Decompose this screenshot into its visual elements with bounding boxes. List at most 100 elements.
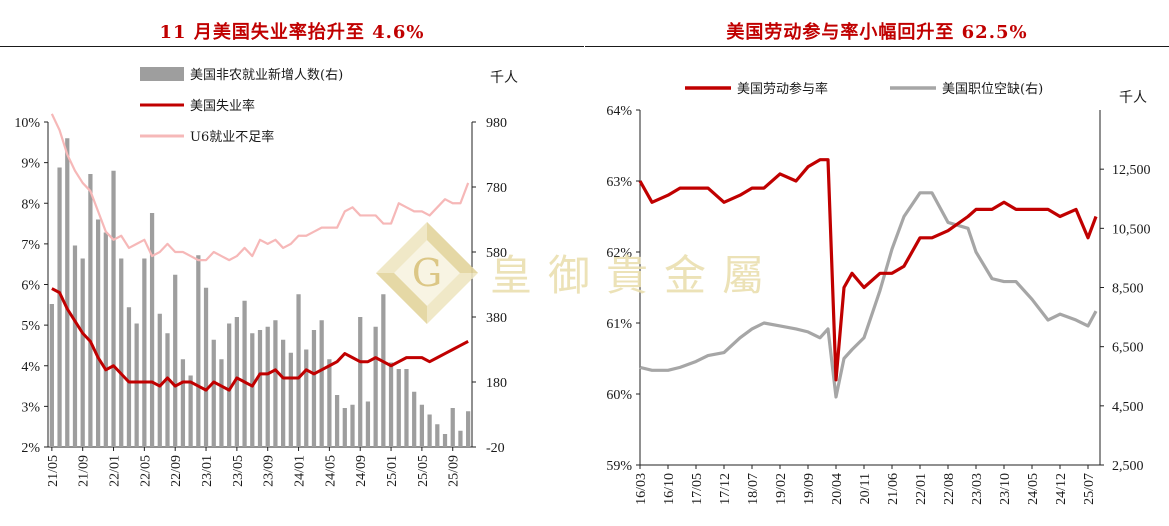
x-tick-label-12: 25/05 xyxy=(416,455,431,487)
participation-rate-line xyxy=(638,158,1098,382)
jobs-bar-22-06 xyxy=(149,213,155,447)
right-y-tick-label-2: 380 xyxy=(486,311,507,326)
right-axis-unit: 千人 xyxy=(1119,90,1147,106)
jobs-bar-23-06 xyxy=(242,300,247,447)
right-y-tick-label-1: 4,500 xyxy=(1112,400,1144,415)
right-y-tick-label-2: 6,500 xyxy=(1112,341,1144,356)
x-tick-label-5: 23/01 xyxy=(200,455,215,487)
left-y-tick-label-0: 59% xyxy=(606,459,632,474)
jobs-bar-23-09 xyxy=(265,326,270,447)
left-y-tick-label-4: 6% xyxy=(21,279,40,294)
legend-swatch-jobs xyxy=(140,67,184,81)
jobs-bar-25-01 xyxy=(388,362,394,447)
jobs-bar-23-07 xyxy=(250,333,255,447)
jobs-bar-25-08 xyxy=(442,434,448,447)
jobs-bar-21-07 xyxy=(65,138,70,447)
job-openings-line xyxy=(639,191,1098,399)
jobs-bar-23-10 xyxy=(273,320,278,447)
jobs-bar-21-09 xyxy=(80,258,85,447)
jobs-bar-21-05 xyxy=(49,304,54,447)
right-chart-svg: 59% 60% 61% 62% 63% 64% 2,500 4,500 6,500 8,500 10… xyxy=(606,81,1150,505)
jobs-bar-23-04 xyxy=(227,323,232,447)
left-chart-svg: 2% 3% 4% 5% 6% 7% 8% 9% 10% -20 180 380 580 780 980 21/… xyxy=(14,67,518,487)
left-y-tick-label-7: 9% xyxy=(21,157,40,172)
jobs-bar-25-11 xyxy=(466,411,471,447)
jobs-bar-22-01 xyxy=(111,170,116,447)
left-y-tick-label-1: 3% xyxy=(21,400,40,415)
legend-label-unemployment: 美国失业率 xyxy=(190,98,255,114)
left-y-tick-label-2: 4% xyxy=(21,360,40,375)
jobs-bar-24-09 xyxy=(358,317,363,447)
x-tick-label-11: 25/01 xyxy=(385,455,400,487)
x-tick-label-9: 24/05 xyxy=(323,455,338,487)
x-tick-label-6: 23/05 xyxy=(231,455,246,487)
jobs-bar-25-04 xyxy=(412,391,417,447)
right-y-tick-label-5: 980 xyxy=(486,116,507,131)
jobs-bar-22-03 xyxy=(126,307,132,447)
x-tick-label-16: 25/07 xyxy=(1082,473,1097,505)
x-tick-label-1: 21/09 xyxy=(77,455,92,487)
x-tick-label-7: 23/09 xyxy=(262,455,277,487)
x-tick-label-9: 21/06 xyxy=(886,473,901,505)
x-tick-label-15: 24/12 xyxy=(1054,473,1069,505)
right-title-rule xyxy=(585,46,1169,47)
x-tick-label-8: 20/11 xyxy=(858,473,873,504)
right-chart-title: 美国劳动参与率小幅回升至 62.5% xyxy=(726,22,1028,43)
right-y-tick-label-0: -20 xyxy=(486,441,505,456)
x-tick-label-5: 19/02 xyxy=(774,473,789,505)
legend-label-u6: U6就业不足率 xyxy=(190,129,274,145)
left-y-tick-label-6: 8% xyxy=(21,197,40,212)
jobs-bar-25-10 xyxy=(458,430,463,447)
left-legend: 美国非农就业新增人数(右) 美国失业率 U6就业不足率 xyxy=(140,67,343,145)
right-axes xyxy=(639,110,1101,466)
x-tick-label-12: 23/03 xyxy=(970,473,985,505)
jobs-bar-23-02 xyxy=(211,339,216,447)
jobs-bar-21-08 xyxy=(72,245,78,447)
legend-label-jobs: 美国非农就业新增人数(右) xyxy=(190,67,343,83)
left-y-tick-label-1: 60% xyxy=(606,388,632,403)
legend-label-openings: 美国职位空缺(右) xyxy=(942,82,1043,97)
jobs-bar-24-03 xyxy=(311,330,317,447)
jobs-bar-23-08 xyxy=(257,330,263,447)
jobs-bar-21-11 xyxy=(95,219,101,447)
jobs-bar-25-03 xyxy=(404,369,409,447)
x-tick-label-3: 22/05 xyxy=(138,455,153,487)
left-chart-title: 11 月美国失业率抬升至 4.6% xyxy=(159,22,425,43)
jobs-bar-22-10 xyxy=(180,359,186,447)
right-ticks-group: 59% 60% 61% 62% 63% 64% 2,500 4,500 6,500 8,500 10… xyxy=(606,90,1150,505)
jobs-bar-22-12 xyxy=(196,255,201,447)
jobs-bar-21-06 xyxy=(57,167,62,447)
u6-rate-line xyxy=(50,113,470,262)
jobs-bar-23-11 xyxy=(281,339,286,447)
left-y-tick-label-8: 10% xyxy=(14,116,40,131)
x-tick-label-8: 24/01 xyxy=(293,455,308,487)
jobs-bar-25-06 xyxy=(427,414,432,447)
left-y-tick-label-5: 64% xyxy=(606,104,632,119)
right-lines-group xyxy=(638,158,1098,399)
right-y-tick-label-3: 8,500 xyxy=(1112,282,1144,297)
right-legend: 美国劳动参与率 美国职位空缺(右) xyxy=(685,81,1043,97)
x-tick-label-2: 17/05 xyxy=(690,473,705,505)
left-y-tick-label-5: 7% xyxy=(21,238,40,253)
jobs-bar-22-04 xyxy=(134,323,139,447)
right-y-tick-label-4: 780 xyxy=(486,181,507,196)
jobs-bar-24-10 xyxy=(365,401,371,447)
right-axis-unit: 千人 xyxy=(490,70,518,86)
jobs-bar-21-10 xyxy=(88,174,93,447)
jobs-bar-22-11 xyxy=(188,375,193,447)
jobs-bar-24-08 xyxy=(350,404,355,447)
right-y-tick-label-0: 2,500 xyxy=(1112,459,1144,474)
jobs-bar-24-11 xyxy=(373,326,378,447)
jobs-bar-24-12 xyxy=(381,294,386,447)
x-tick-label-2: 22/01 xyxy=(108,455,123,487)
x-tick-label-0: 16/03 xyxy=(634,473,649,505)
x-tick-label-4: 18/07 xyxy=(746,473,761,505)
left-y-tick-label-3: 5% xyxy=(21,319,40,334)
jobs-bar-24-04 xyxy=(319,320,324,447)
left-y-tick-label-0: 2% xyxy=(21,441,40,456)
jobs-bar-25-05 xyxy=(419,404,425,447)
jobs-bar-22-09 xyxy=(173,274,178,447)
jobs-bar-25-02 xyxy=(396,369,401,447)
x-tick-label-10: 22/01 xyxy=(914,473,929,505)
jobs-bar-22-07 xyxy=(157,313,162,447)
